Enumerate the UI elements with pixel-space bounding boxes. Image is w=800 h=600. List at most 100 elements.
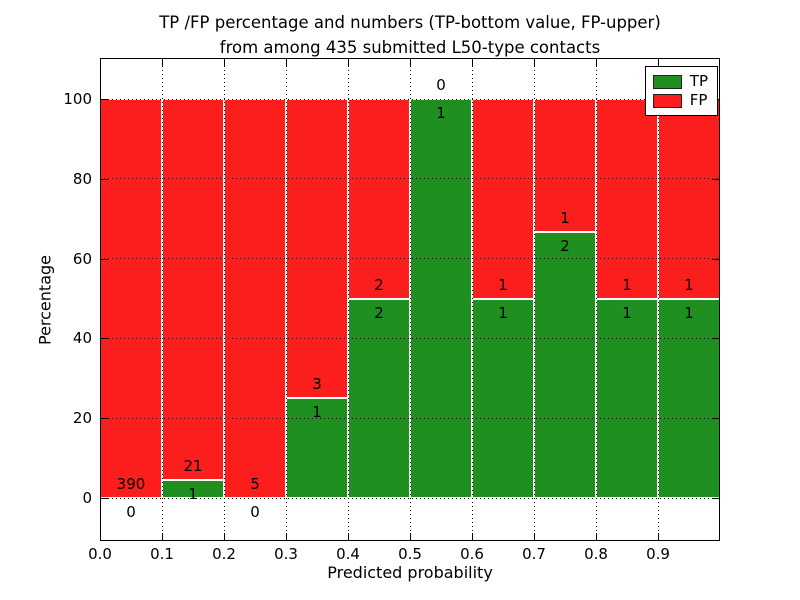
tp-count-label: 2 (560, 237, 570, 255)
chart-title-line2: from among 435 submitted L50-type contac… (219, 38, 601, 57)
bar-tp-segment (472, 298, 534, 498)
legend-item: TP (652, 72, 708, 91)
x-tick-mark-top (596, 59, 597, 66)
x-tick-mark (719, 533, 720, 540)
x-tick-mark-top (534, 59, 535, 66)
x-tick-mark (286, 533, 287, 540)
x-tick-mark (348, 533, 349, 540)
x-tick-mark (224, 533, 225, 540)
legend-label: FP (689, 91, 708, 109)
bar-fp-segment (534, 99, 596, 232)
x-tick-mark-top (719, 59, 720, 66)
fp-count-label: 0 (436, 76, 446, 94)
fp-count-label: 1 (560, 209, 570, 227)
legend-item: FP (652, 91, 708, 110)
bar-fp-segment (100, 99, 162, 498)
tp-count-label: 1 (498, 303, 508, 322)
gridline-v (533, 58, 535, 541)
gridline-v (285, 58, 287, 541)
bar-tp-segment (410, 99, 472, 498)
tp-count-label: 0 (126, 503, 136, 521)
x-tick-label: 0.2 (212, 545, 236, 563)
fp-count-label: 1 (622, 275, 632, 294)
y-tick-mark (101, 99, 108, 100)
y-tick-label: 40 (72, 329, 92, 348)
y-tick-label: 0 (82, 489, 92, 507)
gridline-v (657, 58, 659, 541)
tp-count-label: 1 (684, 303, 694, 322)
tp-count-label: 2 (374, 303, 384, 322)
y-tick-mark (101, 498, 108, 499)
bar-fp-segment (162, 99, 224, 480)
bar-fp-segment (472, 99, 534, 299)
gridline-v (409, 58, 411, 541)
x-tick-mark-top (224, 59, 225, 66)
fp-count-label: 1 (684, 275, 694, 294)
x-tick-label: 0.7 (522, 545, 546, 563)
tp-count-label: 1 (622, 303, 632, 322)
x-tick-mark (100, 533, 101, 540)
fp-count-label: 21 (183, 456, 203, 475)
x-tick-mark-top (348, 59, 349, 66)
fp-count-label: 5 (250, 475, 260, 493)
x-tick-mark (410, 533, 411, 540)
y-tick-mark-right (712, 178, 719, 180)
bar-fp-segment (224, 99, 286, 498)
gridline-v (595, 58, 597, 541)
gridline-v (347, 58, 349, 541)
gridline-v (161, 58, 163, 541)
bar-tp-segment (596, 298, 658, 498)
x-tick-label: 0.3 (274, 545, 298, 563)
tp-legend-swatch (652, 74, 682, 89)
x-tick-mark (596, 533, 597, 540)
x-tick-mark (162, 533, 163, 540)
bar-tp-segment (286, 398, 348, 498)
bar-tp-segment (658, 298, 720, 498)
fp-count-label: 390 (116, 475, 146, 493)
x-tick-mark (472, 533, 473, 540)
x-tick-label: 0.1 (150, 545, 174, 563)
legend: TP FP (644, 66, 718, 116)
bar-tp-segment (348, 298, 410, 498)
x-tick-mark-top (410, 59, 411, 66)
x-tick-mark-top (100, 59, 101, 66)
x-tick-label: 0.5 (398, 545, 422, 563)
gridline-v (471, 58, 473, 541)
y-tick-mark-right (712, 498, 719, 499)
bar-fp-segment (348, 99, 410, 299)
y-tick-label: 80 (72, 169, 92, 188)
y-tick-label: 100 (63, 90, 92, 108)
chart-title: TP /FP percentage and numbers (TP-bottom… (100, 10, 720, 60)
y-tick-mark (101, 338, 108, 340)
fp-count-label: 1 (498, 275, 508, 294)
x-tick-mark (534, 533, 535, 540)
fp-legend-swatch (652, 93, 682, 108)
x-tick-label: 0.6 (460, 545, 484, 563)
y-tick-mark (101, 258, 108, 260)
bar-fp-segment (286, 99, 348, 399)
x-tick-label: 0.9 (646, 545, 670, 563)
x-tick-mark-top (472, 59, 473, 66)
bar-fp-segment (596, 99, 658, 299)
tp-count-label: 1 (188, 484, 198, 503)
x-tick-label: 0.0 (88, 545, 112, 563)
y-tick-mark (101, 178, 108, 180)
x-tick-mark-top (286, 59, 287, 66)
x-tick-mark-top (658, 59, 659, 66)
y-tick-mark-right (712, 258, 719, 260)
legend-label: TP (689, 72, 708, 90)
y-tick-label: 20 (72, 409, 92, 428)
x-axis-label: Predicted probability (327, 563, 493, 582)
chart-title-line1: TP /FP percentage and numbers (TP-bottom… (159, 13, 661, 32)
y-tick-label: 60 (72, 249, 92, 268)
fp-count-label: 2 (374, 275, 384, 294)
y-tick-mark (101, 418, 108, 420)
y-tick-mark-right (712, 338, 719, 340)
bar-tp-segment (534, 232, 596, 498)
plot-area: TP FP 390 0 21 1 5 0 3 1 2 2 0 1 1 1 1 2 1 1 1 1 (100, 58, 720, 541)
tp-count-label: 1 (312, 403, 322, 422)
bar-fp-segment (658, 99, 720, 299)
gridline-v (223, 58, 225, 541)
tp-count-label: 0 (250, 503, 260, 521)
x-tick-mark-top (162, 59, 163, 66)
